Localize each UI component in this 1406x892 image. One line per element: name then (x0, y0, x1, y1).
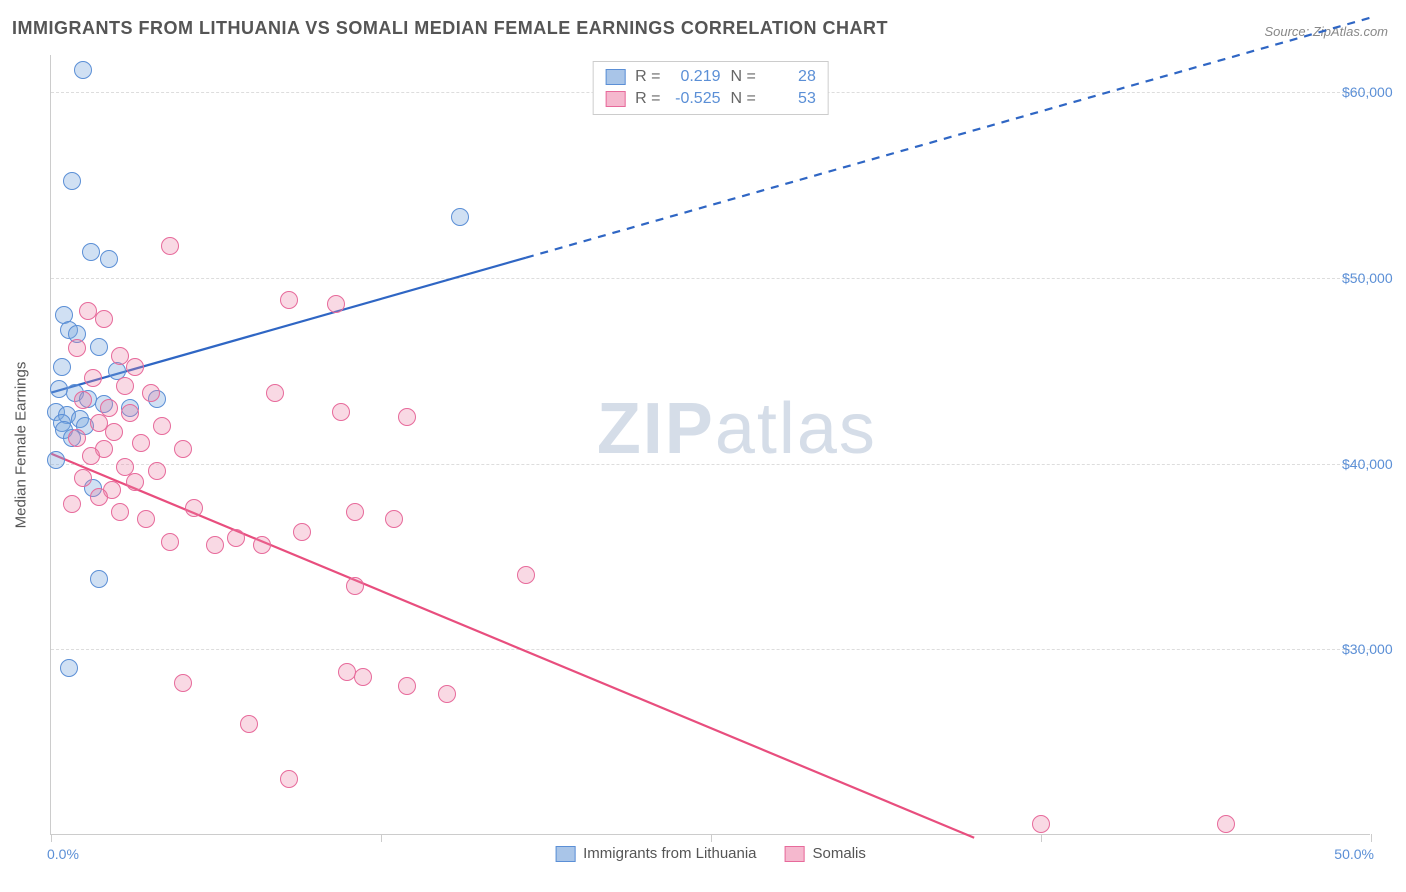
legend-swatch-2 (785, 846, 805, 862)
scatter-point (116, 377, 134, 395)
scatter-point (240, 715, 258, 733)
scatter-point (327, 295, 345, 313)
scatter-point (1217, 815, 1235, 833)
trend-line-dashed (526, 18, 1370, 258)
r-value-series-2: -0.525 (671, 90, 721, 108)
x-tick (1371, 834, 1372, 842)
scatter-point (438, 685, 456, 703)
scatter-point (385, 510, 403, 528)
swatch-series-1 (605, 69, 625, 85)
scatter-point (398, 408, 416, 426)
scatter-point (111, 347, 129, 365)
legend-label-2: Somalis (813, 845, 866, 862)
x-tick (381, 834, 382, 842)
y-axis-title: Median Female Earnings (13, 361, 30, 528)
scatter-point (266, 384, 284, 402)
legend-swatch-1 (555, 846, 575, 862)
x-axis-min-label: 0.0% (47, 846, 79, 862)
scatter-point (206, 536, 224, 554)
scatter-point (354, 668, 372, 686)
n-value-series-1: 28 (766, 68, 816, 86)
scatter-point (280, 770, 298, 788)
scatter-point (451, 208, 469, 226)
scatter-point (82, 447, 100, 465)
scatter-point (105, 423, 123, 441)
legend-label-1: Immigrants from Lithuania (583, 845, 756, 862)
scatter-point (280, 291, 298, 309)
scatter-point (332, 403, 350, 421)
correlation-stats-box: R = 0.219 N = 28 R = -0.525 N = 53 (592, 61, 829, 115)
scatter-point (161, 533, 179, 551)
scatter-point (90, 570, 108, 588)
scatter-point (293, 523, 311, 541)
chart-title: IMMIGRANTS FROM LITHUANIA VS SOMALI MEDI… (12, 18, 888, 39)
legend-item-1: Immigrants from Lithuania (555, 845, 756, 862)
scatter-point (90, 488, 108, 506)
scatter-point (111, 503, 129, 521)
r-value-series-1: 0.219 (671, 68, 721, 86)
scatter-point (82, 243, 100, 261)
scatter-point (84, 369, 102, 387)
stats-row-series-1: R = 0.219 N = 28 (605, 66, 816, 88)
stats-row-series-2: R = -0.525 N = 53 (605, 88, 816, 110)
scatter-point (68, 429, 86, 447)
scatter-point (398, 677, 416, 695)
r-label: R = (635, 68, 660, 86)
scatter-point (253, 536, 271, 554)
r-label: R = (635, 90, 660, 108)
x-tick (51, 834, 52, 842)
chart-container: IMMIGRANTS FROM LITHUANIA VS SOMALI MEDI… (0, 0, 1406, 892)
scatter-point (47, 451, 65, 469)
scatter-point (68, 339, 86, 357)
scatter-point (227, 529, 245, 547)
swatch-series-2 (605, 91, 625, 107)
scatter-point (174, 674, 192, 692)
scatter-point (100, 250, 118, 268)
scatter-point (132, 434, 150, 452)
n-value-series-2: 53 (766, 90, 816, 108)
scatter-point (126, 473, 144, 491)
scatter-point (142, 384, 160, 402)
scatter-point (137, 510, 155, 528)
scatter-point (161, 237, 179, 255)
scatter-point (517, 566, 535, 584)
scatter-point (346, 577, 364, 595)
scatter-point (174, 440, 192, 458)
scatter-point (63, 495, 81, 513)
scatter-point (95, 310, 113, 328)
scatter-point (126, 358, 144, 376)
scatter-point (121, 404, 139, 422)
scatter-point (74, 391, 92, 409)
scatter-point (153, 417, 171, 435)
scatter-point (185, 499, 203, 517)
legend: Immigrants from Lithuania Somalis (555, 845, 866, 862)
scatter-point (60, 659, 78, 677)
scatter-point (53, 358, 71, 376)
legend-item-2: Somalis (785, 845, 866, 862)
scatter-point (63, 172, 81, 190)
scatter-point (74, 469, 92, 487)
x-axis-max-label: 50.0% (1334, 846, 1374, 862)
scatter-point (1032, 815, 1050, 833)
scatter-point (74, 61, 92, 79)
n-label: N = (731, 68, 756, 86)
x-tick (1041, 834, 1042, 842)
source-attribution: Source: ZipAtlas.com (1264, 24, 1388, 39)
scatter-point (148, 462, 166, 480)
plot-area: ZIPatlas Median Female Earnings $30,000$… (50, 55, 1370, 835)
x-tick (711, 834, 712, 842)
scatter-point (90, 338, 108, 356)
scatter-point (346, 503, 364, 521)
n-label: N = (731, 90, 756, 108)
